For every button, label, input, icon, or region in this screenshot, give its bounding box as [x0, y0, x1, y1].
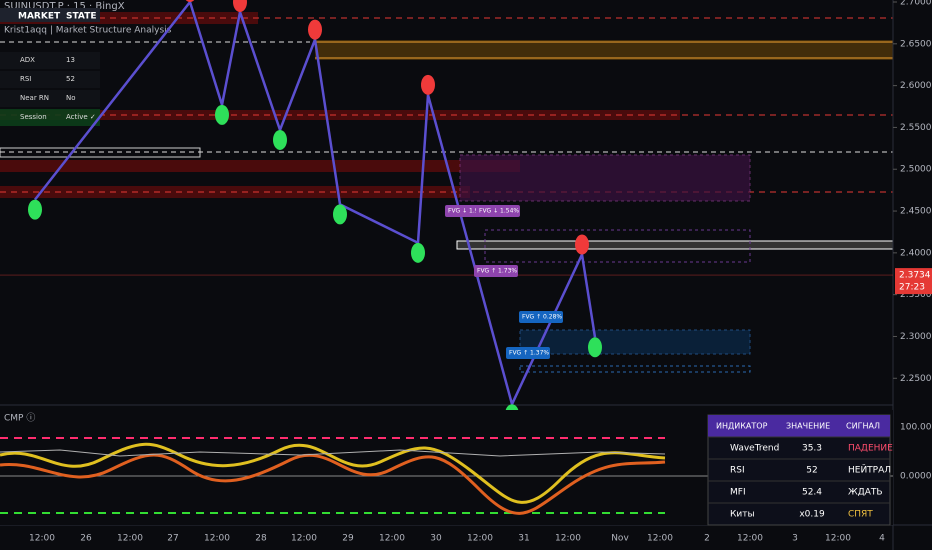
pivot-high [308, 19, 322, 40]
state-key: Near RN [20, 94, 49, 102]
state-row [0, 71, 100, 88]
pivot-low [28, 199, 42, 220]
pivot-high [233, 0, 247, 13]
fvg-label: FVG ↓ 1.54% [479, 208, 519, 215]
state-table: MARKET STATE ADX 13 RSI 52 Near RN No Session Act… [0, 8, 100, 126]
y-tick-label: 2.4000 [900, 248, 932, 258]
state-header [0, 8, 100, 22]
pivot-high [185, 0, 195, 3]
state-row [0, 109, 100, 126]
signal-value: x0.19 [799, 510, 825, 520]
signal-header: СИГНАЛ [846, 422, 880, 431]
y-tick-label: 2.6500 [900, 39, 932, 49]
last-price-tag [895, 268, 932, 295]
time-label: 4 [879, 534, 885, 544]
oscillator-name: CMP ⓘ [4, 413, 35, 424]
state-key: ADX [20, 56, 35, 64]
time-label: 12:00 [117, 534, 143, 544]
oscillator-tick: 100.0000 [900, 423, 932, 433]
state-row [0, 90, 100, 107]
state-title: MARKET [18, 12, 61, 22]
y-tick-label: 2.5000 [900, 165, 932, 175]
time-label: 12:00 [737, 534, 763, 544]
time-label: 12:00 [467, 534, 493, 544]
last-price: 2.3734 [899, 271, 931, 281]
time-label: 30 [430, 534, 442, 544]
time-label: 26 [80, 534, 92, 544]
y-tick-label: 2.4500 [900, 207, 932, 217]
time-label: 12:00 [204, 534, 230, 544]
time-label: 12:00 [647, 534, 673, 544]
signal-value: 52 [806, 466, 817, 476]
fvg-tag [474, 265, 518, 277]
state-key: Session [20, 113, 47, 121]
fvg-label: FVG ↓ 1.99% [448, 208, 488, 215]
time-label: 27 [167, 534, 178, 544]
time-label: 12:00 [379, 534, 405, 544]
signal-name: Киты [730, 510, 755, 520]
signal-state: ЖДАТЬ [848, 488, 883, 498]
state-value: No [66, 94, 76, 102]
time-label: 28 [255, 534, 267, 544]
fvg-label: FVG ↑ 0.28% [522, 314, 562, 321]
signal-value: 52.4 [802, 488, 822, 498]
time-label: 12:00 [29, 534, 55, 544]
signal-name: MFI [730, 488, 746, 498]
signal-state: СПЯТ [848, 510, 873, 520]
time-label: 2 [704, 534, 710, 544]
pivot-low [411, 242, 425, 263]
state-value: Active ✓ [66, 113, 96, 121]
time-label: 12:00 [291, 534, 317, 544]
state-row [0, 52, 100, 69]
fvg-tag [476, 205, 520, 217]
y-tick-label: 2.3500 [900, 290, 932, 300]
state-value: 52 [66, 75, 75, 83]
time-label: 12:00 [555, 534, 581, 544]
pivot-low [333, 204, 347, 225]
signal-name: RSI [730, 466, 745, 476]
fvg-tag [506, 347, 550, 359]
fvg-label: FVG ↑ 1.73% [477, 268, 517, 275]
fvg-label: FVG ↑ 1.37% [509, 350, 549, 357]
y-tick-label: 2.3000 [900, 332, 932, 342]
time-label: 12:00 [825, 534, 851, 544]
y-tick-label: 2.7000 [900, 0, 932, 8]
pivot-high [421, 74, 435, 95]
pivot-low [215, 104, 229, 125]
y-tick-label: 2.5500 [900, 123, 932, 133]
signal-header: ИНДИКАТОР [716, 422, 768, 431]
signal-state: ПАДЕНИЕ [848, 444, 893, 454]
time-label: 29 [342, 534, 354, 544]
time-label: Nov [611, 534, 629, 544]
state-key: RSI [20, 75, 31, 83]
signal-header: ЗНАЧЕНИЕ [786, 422, 830, 431]
signal-header-bg [708, 415, 890, 437]
fvg-tag [519, 311, 563, 323]
countdown: 27:23 [899, 283, 925, 293]
pivot-high [575, 234, 589, 255]
indicator-title: Krist1aqq | Market Structure Analysis [4, 26, 172, 36]
price-pane: 2.7000 2.6500 2.6000 2.5500 2.5000 2.4500 2.40… [0, 0, 932, 425]
pivot-low [588, 337, 602, 358]
signal-name: WaveTrend [730, 444, 779, 454]
signal-value: 35.3 [802, 444, 822, 454]
oscillator-tick: 0.0000 [900, 472, 932, 482]
zigzag-line [34, 0, 597, 408]
signal-state: НЕЙТРАЛ [848, 464, 891, 476]
symbol-title: SUINUSDT.P · 15 · BingX [4, 1, 125, 12]
time-label: 31 [518, 534, 529, 544]
state-title: STATE [66, 12, 96, 22]
state-value: 13 [66, 56, 75, 64]
y-tick-label: 2.2500 [900, 374, 932, 384]
time-label: 3 [792, 534, 798, 544]
pivot-low [273, 129, 287, 150]
time-axis: 12:00 26 12:00 27 12:00 28 12:00 29 12:00 30 12:00… [29, 534, 885, 544]
y-tick-label: 2.6000 [900, 81, 932, 91]
signal-table: ИНДИКАТОР ЗНАЧЕНИЕ СИГНАЛ WaveTrend 35.3 ПАДЕ… [707, 414, 893, 526]
